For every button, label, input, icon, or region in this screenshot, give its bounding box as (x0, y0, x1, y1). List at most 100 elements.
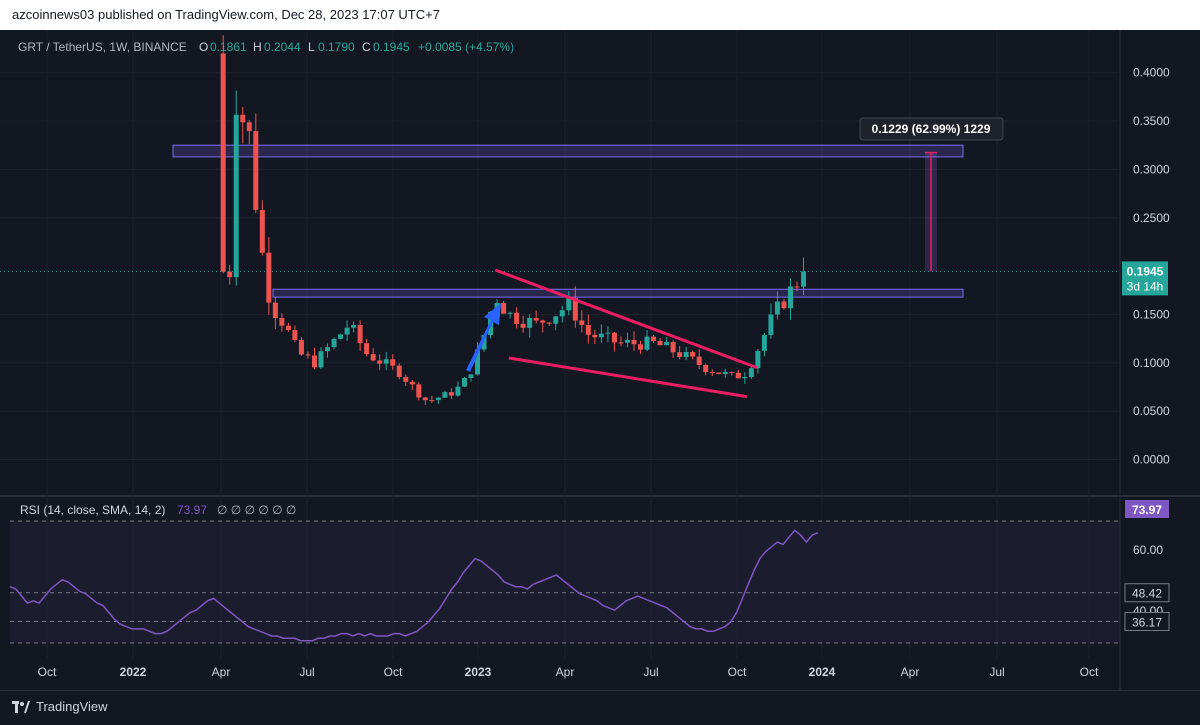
footer-bar: TradingView (0, 690, 1200, 725)
x-tick-label: 2024 (809, 665, 836, 679)
candle-body (455, 386, 461, 396)
y-tick-label: 0.4000 (1133, 66, 1170, 80)
x-tick-label: Oct (728, 665, 747, 679)
candle-body (246, 122, 252, 132)
x-tick-label: Oct (38, 665, 57, 679)
legend-change: +0.0085 (+4.57%) (418, 40, 514, 54)
candle-body (748, 368, 754, 378)
last-price-value: 0.1945 (1127, 264, 1164, 278)
candle-body (742, 377, 748, 379)
y-tick-label: 0.3500 (1133, 114, 1170, 128)
publish-text: azcoinnews03 published on TradingView.co… (12, 7, 440, 22)
wedge-upper-trendline[interactable] (494, 268, 758, 370)
rsi-upper-value: 48.42 (1132, 587, 1162, 601)
candle-body (670, 342, 676, 353)
tradingview-logo-icon (12, 700, 30, 713)
candle-body (592, 334, 598, 338)
candle-body (566, 297, 572, 311)
candle-body (233, 114, 239, 278)
candle-body (716, 372, 722, 374)
candle-body (422, 397, 428, 401)
candle-body (403, 377, 409, 382)
candle-body (390, 359, 396, 366)
last-price-badge (1122, 261, 1168, 296)
candle-body (527, 317, 533, 328)
candle-body (774, 301, 780, 315)
support-zone[interactable] (272, 288, 964, 298)
rsi-current-badge (1125, 500, 1169, 518)
candle-body (585, 324, 591, 335)
candle-body (651, 336, 657, 341)
candle-body (501, 302, 507, 314)
rsi-lower-badge (1124, 611, 1170, 631)
candle-body (429, 400, 435, 402)
candle-body (272, 302, 278, 319)
resistance-zone[interactable] (172, 144, 964, 158)
candle-body (546, 322, 552, 324)
candle-body (624, 339, 630, 343)
candle-body (677, 352, 683, 357)
rsi-upper-badge (1124, 583, 1170, 603)
candle-body (383, 359, 389, 364)
wedge-lower-trendline[interactable] (508, 356, 748, 399)
candle-body (318, 351, 324, 368)
candle-body (638, 344, 644, 350)
candle-body (618, 342, 624, 344)
x-tick-label: Apr (901, 665, 920, 679)
x-tick-label: 2023 (465, 665, 492, 679)
tradingview-brand[interactable]: TradingView (12, 699, 108, 714)
x-tick-label: 2022 (120, 665, 147, 679)
legend-c-value: 0.1945 (373, 40, 410, 54)
legend-o-label: O (199, 40, 208, 54)
rsi-line[interactable] (9, 529, 819, 642)
legend-o-value: 0.1861 (210, 40, 247, 54)
candle-body (605, 332, 611, 334)
candle-body (533, 317, 539, 321)
legend-h-value: 0.2044 (264, 40, 301, 54)
measure-label-box (859, 117, 1004, 141)
candle-body (364, 343, 370, 355)
candle-body (507, 312, 513, 314)
candle-body (396, 365, 402, 378)
symbol-label: GRT / TetherUS, 1W, BINANCE (18, 40, 187, 54)
candle-body (409, 381, 415, 385)
candle-body (801, 271, 807, 287)
y-tick-label: 0.1000 (1133, 356, 1170, 370)
candle-body (481, 334, 487, 350)
candlestick-series (220, 35, 807, 405)
y-tick-label: 0.0000 (1133, 453, 1170, 467)
candle-body (781, 301, 787, 309)
candle-body (370, 354, 376, 361)
breakout-arrow-icon (466, 303, 501, 372)
x-tick-label: Oct (384, 665, 403, 679)
candle-body (357, 325, 363, 344)
candle-body (611, 332, 617, 343)
candle-body (292, 330, 298, 340)
candle-body (735, 372, 741, 379)
candle-body (253, 131, 259, 211)
candle-body (657, 340, 663, 346)
candle-body (787, 286, 793, 309)
brand-text: TradingView (36, 699, 108, 714)
candle-body (768, 314, 774, 336)
y-tick-label: 0.3000 (1133, 162, 1170, 176)
x-tick-label: Oct (1080, 665, 1099, 679)
legend-c-label: C (362, 40, 371, 54)
candle-body (520, 323, 526, 328)
candle-body (416, 384, 422, 398)
rsi-y-tick-label: 60.00 (1133, 543, 1163, 557)
candle-body (325, 347, 331, 352)
candle-body (540, 320, 546, 323)
candle-body (227, 271, 233, 278)
candle-body (722, 372, 728, 374)
candle-body (468, 374, 474, 378)
rsi-current-value: 73.97 (1132, 503, 1162, 517)
candle-body (279, 318, 285, 326)
candle-body (266, 252, 272, 303)
y-tick-label: 0.0500 (1133, 404, 1170, 418)
candle-body (755, 350, 761, 369)
candle-body (644, 336, 650, 350)
candle-body (683, 352, 689, 357)
candle-body (442, 392, 448, 398)
